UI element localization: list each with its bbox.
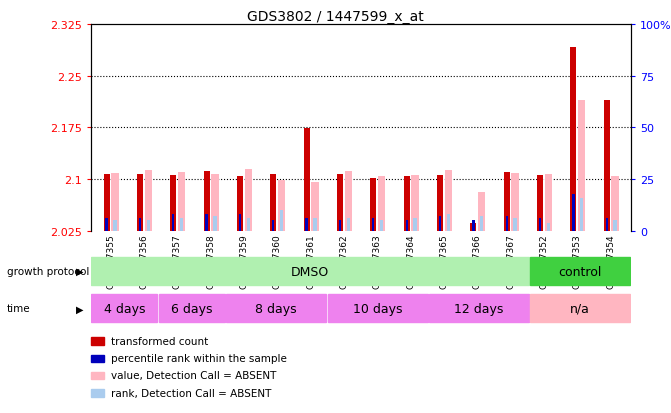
Bar bbox=[278, 180, 285, 231]
Text: growth protocol: growth protocol bbox=[7, 266, 89, 277]
Bar bbox=[604, 100, 610, 231]
Bar bbox=[226, 295, 326, 323]
Text: percentile rank within the sample: percentile rank within the sample bbox=[111, 353, 287, 363]
Bar bbox=[570, 47, 576, 231]
Text: 8 days: 8 days bbox=[256, 302, 297, 315]
Bar bbox=[91, 258, 529, 285]
Bar bbox=[304, 129, 309, 231]
Text: control: control bbox=[558, 265, 602, 278]
Bar bbox=[605, 219, 608, 231]
Bar bbox=[511, 173, 519, 231]
Bar bbox=[245, 170, 252, 231]
Bar bbox=[247, 219, 250, 231]
Bar bbox=[572, 194, 574, 231]
Bar bbox=[327, 295, 427, 323]
Bar bbox=[439, 217, 442, 231]
Bar bbox=[313, 219, 317, 231]
Bar bbox=[404, 177, 410, 231]
Bar bbox=[611, 177, 619, 231]
Bar bbox=[145, 171, 152, 231]
Bar bbox=[547, 223, 550, 231]
Bar bbox=[480, 217, 483, 231]
Bar bbox=[470, 223, 476, 231]
Bar bbox=[505, 217, 508, 231]
Bar bbox=[139, 219, 141, 231]
Bar bbox=[447, 215, 450, 231]
Bar bbox=[159, 295, 225, 323]
Bar bbox=[413, 219, 417, 231]
Bar bbox=[211, 175, 219, 231]
Bar bbox=[370, 178, 376, 231]
Bar bbox=[537, 176, 543, 231]
Bar bbox=[239, 215, 241, 231]
Text: time: time bbox=[7, 304, 30, 314]
Bar bbox=[504, 173, 510, 231]
Bar bbox=[539, 219, 541, 231]
Bar bbox=[203, 171, 209, 231]
Bar bbox=[345, 171, 352, 231]
Bar bbox=[530, 295, 630, 323]
Bar bbox=[372, 219, 374, 231]
Text: rank, Detection Call = ABSENT: rank, Detection Call = ABSENT bbox=[111, 388, 271, 398]
Text: ▶: ▶ bbox=[76, 266, 84, 277]
Bar bbox=[213, 217, 217, 231]
Bar bbox=[429, 295, 529, 323]
Bar bbox=[405, 221, 408, 231]
Text: 12 days: 12 days bbox=[454, 302, 503, 315]
Bar bbox=[280, 211, 283, 231]
Bar bbox=[172, 215, 174, 231]
Bar bbox=[337, 175, 343, 231]
Bar bbox=[339, 221, 341, 231]
Bar bbox=[111, 173, 119, 231]
Text: 10 days: 10 days bbox=[353, 302, 403, 315]
Bar bbox=[445, 171, 452, 231]
Bar bbox=[205, 215, 208, 231]
Text: DMSO: DMSO bbox=[291, 265, 329, 278]
Bar bbox=[170, 176, 176, 231]
Bar bbox=[530, 258, 630, 285]
Bar bbox=[270, 174, 276, 231]
Text: n/a: n/a bbox=[570, 302, 590, 315]
Bar bbox=[305, 219, 308, 231]
Bar bbox=[105, 219, 108, 231]
Bar bbox=[311, 183, 319, 231]
Bar bbox=[411, 176, 419, 231]
Text: value, Detection Call = ABSENT: value, Detection Call = ABSENT bbox=[111, 370, 276, 380]
Bar bbox=[347, 219, 350, 231]
Text: ▶: ▶ bbox=[76, 304, 84, 314]
Bar bbox=[578, 100, 585, 231]
Bar bbox=[478, 192, 485, 231]
Bar bbox=[113, 221, 117, 231]
Bar bbox=[103, 174, 109, 231]
Text: 6 days: 6 days bbox=[171, 302, 213, 315]
Bar bbox=[545, 174, 552, 231]
Text: transformed count: transformed count bbox=[111, 336, 208, 346]
Bar bbox=[437, 176, 443, 231]
Bar bbox=[580, 198, 583, 231]
Bar bbox=[137, 175, 143, 231]
Bar bbox=[91, 295, 158, 323]
Bar bbox=[272, 221, 274, 231]
Bar bbox=[380, 221, 383, 231]
Bar bbox=[472, 221, 474, 231]
Bar bbox=[178, 173, 185, 231]
Bar bbox=[180, 219, 183, 231]
Bar bbox=[237, 176, 243, 231]
Text: GDS3802 / 1447599_x_at: GDS3802 / 1447599_x_at bbox=[247, 10, 424, 24]
Bar bbox=[146, 221, 150, 231]
Bar bbox=[378, 177, 385, 231]
Bar bbox=[613, 221, 617, 231]
Bar bbox=[513, 219, 517, 231]
Text: 4 days: 4 days bbox=[103, 302, 145, 315]
